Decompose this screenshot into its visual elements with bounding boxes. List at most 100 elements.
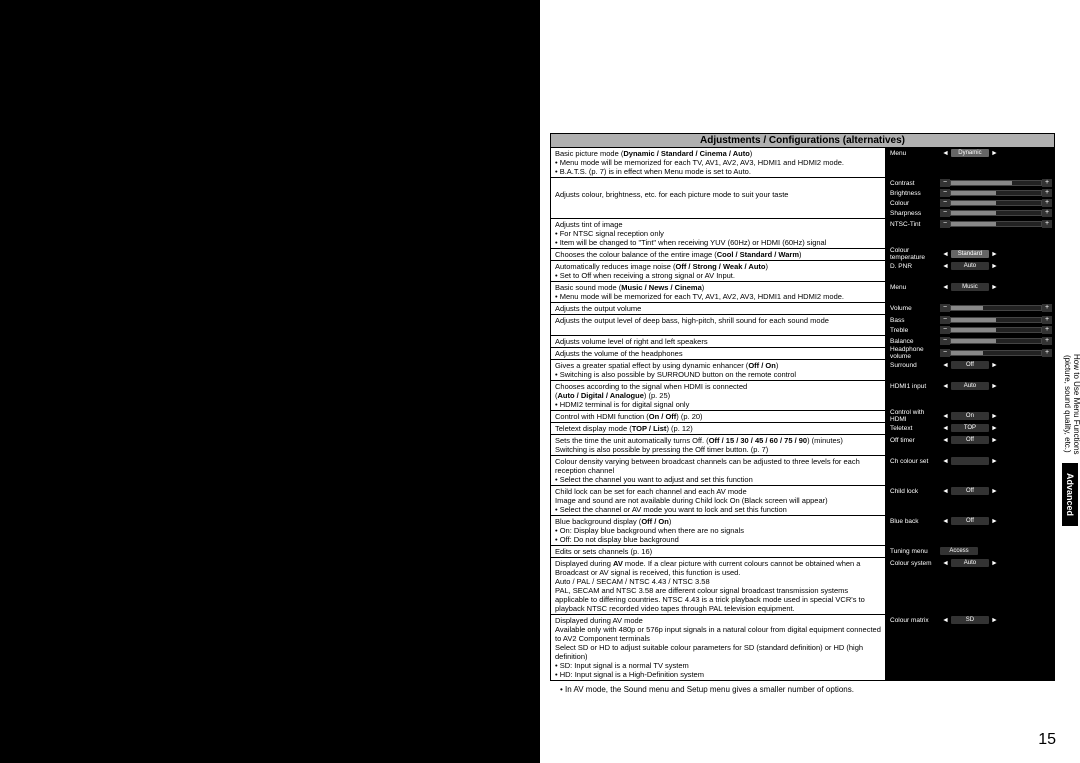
osd-label: Colour (888, 200, 940, 207)
description-cell: Colour density varying between broadcast… (551, 456, 886, 485)
description-line: Switching is also possible by SURROUND b… (555, 370, 881, 379)
slider-fill (951, 222, 996, 226)
osd-label: Off timer (888, 437, 940, 444)
slider-track (950, 210, 1042, 216)
value-pill: Off (951, 487, 989, 495)
description-cell: Adjusts the volume of the headphones (551, 348, 886, 359)
plus-button: + (1042, 189, 1052, 197)
osd-value: ◄On► (940, 412, 1052, 420)
slider: −+ (940, 209, 1052, 217)
table-row: Control with HDMI function (On / Off) (p… (550, 411, 1055, 423)
osd-line: Headphone volume−+ (886, 348, 1054, 358)
left-arrow-icon: ◄ (942, 150, 949, 157)
osd-label: Menu (888, 284, 940, 291)
manual-page: Adjustments / Configurations (alternativ… (540, 0, 1080, 763)
description-line: Adjusts colour, brightness, etc. for eac… (555, 190, 881, 199)
plus-button: + (1042, 220, 1052, 228)
osd-value: ◄Off► (940, 361, 1052, 369)
slider-track (950, 327, 1042, 333)
osd-cell: Headphone volume−+ (886, 348, 1054, 359)
osd-label: Colour temperature (888, 247, 940, 261)
slider-track (950, 221, 1042, 227)
slider-track (950, 350, 1042, 356)
osd-label: Surround (888, 362, 940, 369)
osd-line: Child lock◄Off► (886, 486, 1054, 496)
osd-value: −+ (940, 316, 1052, 324)
osd-label: Colour system (888, 560, 940, 567)
table-row: Basic picture mode (Dynamic / Standard /… (550, 148, 1055, 178)
table-row: Adjusts the volume of the headphonesHead… (550, 348, 1055, 360)
slider-fill (951, 318, 996, 322)
plus-button: + (1042, 349, 1052, 357)
osd-cell: Volume−+ (886, 303, 1054, 314)
plus-button: + (1042, 337, 1052, 345)
osd-line: Colour temperature◄Standard► (886, 249, 1054, 259)
osd-cell: Menu◄Dynamic► (886, 148, 1054, 177)
page-number: 15 (1038, 731, 1056, 749)
slider-track (950, 338, 1042, 344)
table-row: Chooses according to the signal when HDM… (550, 381, 1055, 411)
osd-line: Surround◄Off► (886, 360, 1054, 370)
left-arrow-icon: ◄ (942, 617, 949, 624)
description-line: Chooses the colour balance of the entire… (555, 250, 881, 259)
description-line: Menu mode will be memorized for each TV,… (555, 158, 881, 167)
description-line: Adjusts tint of image (555, 220, 881, 229)
value-pill: Dynamic (951, 149, 989, 157)
slider-fill (951, 339, 996, 343)
osd-cell: Ch colour set◄► (886, 456, 1054, 485)
osd-label: Brightness (888, 190, 940, 197)
value-pill (951, 457, 989, 465)
osd-value: −+ (940, 326, 1052, 334)
description-cell: Blue background display (Off / On)On: Di… (551, 516, 886, 545)
table-row: Displayed during AV mode. If a clear pic… (550, 558, 1055, 615)
slider-fill (951, 201, 996, 205)
osd-cell: Off timer◄Off► (886, 435, 1054, 455)
osd-value: ◄► (940, 457, 1052, 465)
table-row: Automatically reduces image noise (Off /… (550, 261, 1055, 282)
minus-button: − (940, 189, 950, 197)
minus-button: − (940, 209, 950, 217)
description-cell: Gives a greater spatial effect by using … (551, 360, 886, 380)
right-arrow-icon: ► (991, 488, 998, 495)
osd-value: −+ (940, 304, 1052, 312)
value-pill: Music (951, 283, 989, 291)
osd-value: ◄Off► (940, 487, 1052, 495)
osd-value: ◄Auto► (940, 382, 1052, 390)
osd-label: Blue back (888, 518, 940, 525)
right-arrow-icon: ► (991, 458, 998, 465)
left-arrow-icon: ◄ (942, 251, 949, 258)
table-row: Adjusts the output volumeVolume−+ (550, 303, 1055, 315)
slider: −+ (940, 349, 1052, 357)
description-cell: Chooses according to the signal when HDM… (551, 381, 886, 410)
osd-line: Colour matrix◄SD► (886, 615, 1054, 625)
table-row: Gives a greater spatial effect by using … (550, 360, 1055, 381)
left-arrow-icon: ◄ (942, 383, 949, 390)
osd-label: Headphone volume (888, 346, 940, 360)
slider: −+ (940, 337, 1052, 345)
osd-line: HDMI1 input◄Auto► (886, 381, 1054, 391)
right-arrow-icon: ► (991, 263, 998, 270)
description-line: Available only with 480p or 576p input s… (555, 625, 881, 643)
slider-fill (951, 306, 983, 310)
description-line: (Auto / Digital / Analogue) (p. 25) (555, 391, 881, 400)
description-cell: Displayed during AV mode. If a clear pic… (551, 558, 886, 614)
description-line: Displayed during AV mode. If a clear pic… (555, 559, 881, 577)
description-line: Teletext display mode (TOP / List) (p. 1… (555, 424, 881, 433)
minus-button: − (940, 199, 950, 207)
slider-track (950, 305, 1042, 311)
description-cell: Adjusts tint of imageFor NTSC signal rec… (551, 219, 886, 248)
value-pill: On (951, 412, 989, 420)
osd-line: Tuning menuAccess (886, 546, 1054, 556)
right-arrow-icon: ► (991, 518, 998, 525)
plus-button: + (1042, 209, 1052, 217)
slider-track (950, 190, 1042, 196)
osd-line: Menu◄Music► (886, 282, 1054, 292)
osd-cell: D. PNR◄Auto► (886, 261, 1054, 281)
description-cell: Sets the time the unit automatically tur… (551, 435, 886, 455)
description-line: Select SD or HD to adjust suitable colou… (555, 643, 881, 661)
right-arrow-icon: ► (991, 251, 998, 258)
description-line: For NTSC signal reception only (555, 229, 881, 238)
osd-label: Sharpness (888, 210, 940, 217)
table-row: Colour density varying between broadcast… (550, 456, 1055, 486)
osd-value: ◄Music► (940, 283, 1052, 291)
